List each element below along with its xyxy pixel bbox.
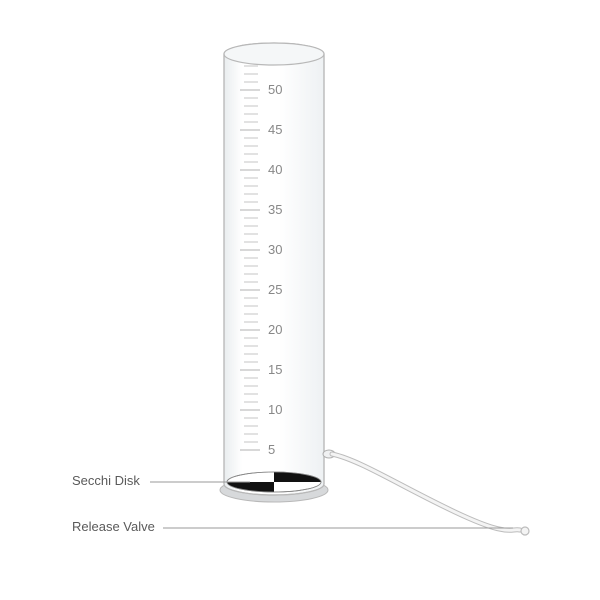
tick-label: 20	[268, 322, 282, 337]
tick-label: 25	[268, 282, 282, 297]
valve-tube-inner	[332, 454, 520, 530]
turbidity-tube-diagram: 5 10 15 20 25 30 35 40 45 50 Secchi Disk Release …	[0, 0, 600, 600]
valve-end	[521, 527, 529, 535]
tick-label: 45	[268, 122, 282, 137]
cylinder-body	[224, 43, 324, 495]
secchi-disk-label: Secchi Disk	[72, 473, 140, 488]
tick-label: 10	[268, 402, 282, 417]
tick-label: 35	[268, 202, 282, 217]
release-valve	[323, 450, 529, 535]
tick-label: 50	[268, 82, 282, 97]
tick-label: 40	[268, 162, 282, 177]
release-valve-label: Release Valve	[72, 519, 155, 534]
tick-label: 30	[268, 242, 282, 257]
cylinder-top-opening	[224, 43, 324, 65]
tick-label: 5	[268, 442, 275, 457]
tick-label: 15	[268, 362, 282, 377]
